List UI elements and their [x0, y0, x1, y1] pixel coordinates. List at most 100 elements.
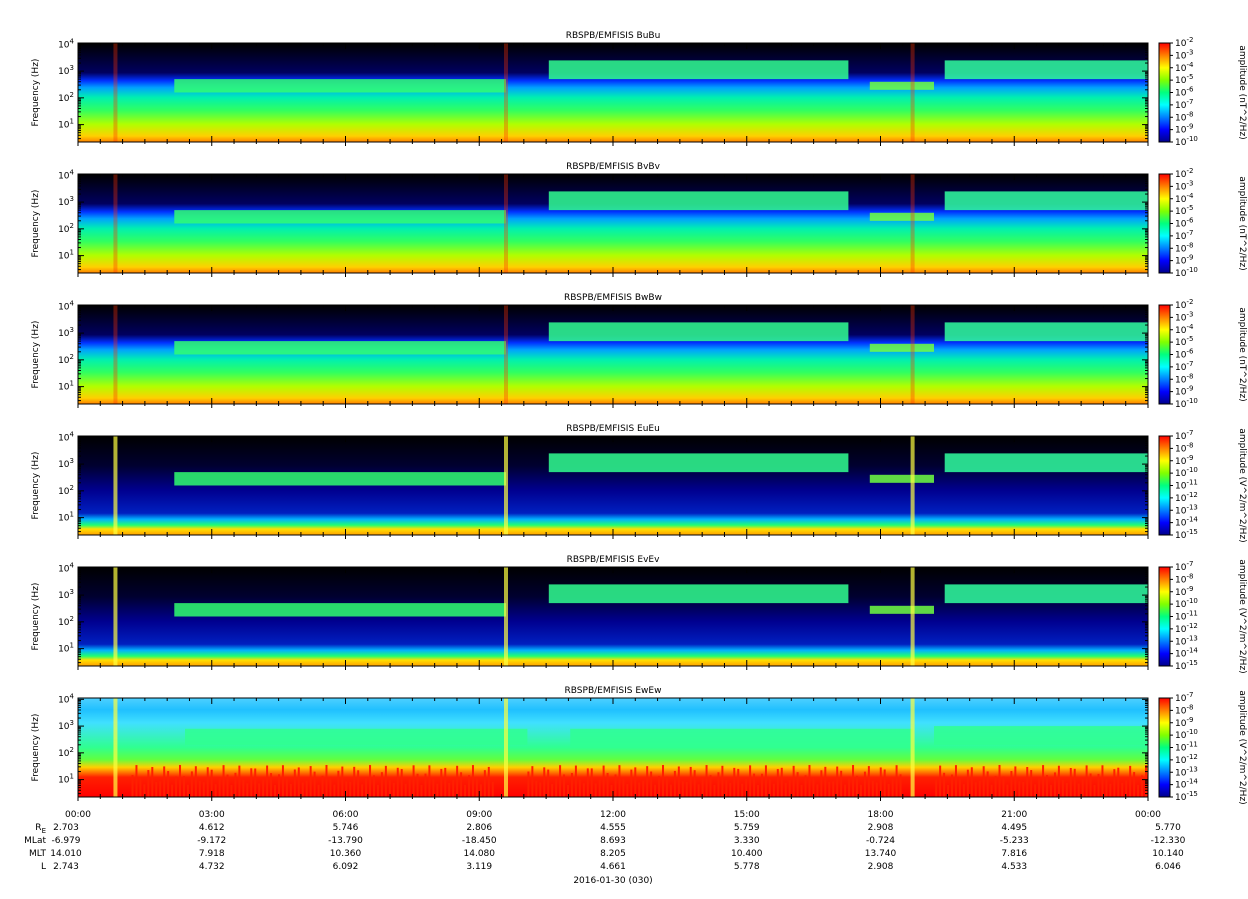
- ephemeris-value: 2.908: [868, 823, 894, 833]
- ephemeris-value: -6.979: [51, 836, 80, 846]
- spike: [891, 778, 894, 797]
- spike: [182, 776, 185, 797]
- spike: [1141, 775, 1144, 797]
- colorbar: 10-710-810-910-1010-1110-1210-1310-1410-…: [1158, 559, 1247, 674]
- ephemeris-value: 3.330: [734, 836, 760, 846]
- ephemeris-value: 4.661: [600, 862, 626, 872]
- spike: [895, 765, 898, 797]
- y-axis-label: Frequency (Hz): [31, 59, 41, 127]
- panel-title: RBSPB/EMFISIS BvBv: [566, 162, 661, 172]
- colorbar-tick-label: 10-14: [1175, 516, 1198, 529]
- spike: [863, 771, 866, 797]
- spike: [855, 775, 858, 797]
- ephemeris-value: -18.450: [462, 836, 497, 846]
- colorbar-tick-label: 10-6: [1175, 217, 1194, 230]
- wave-band: [174, 79, 507, 93]
- spike: [974, 782, 977, 797]
- colorbar-scale: [1158, 697, 1171, 798]
- spike: [665, 776, 668, 797]
- colorbar-tick-label: 10-4: [1175, 192, 1194, 205]
- ephemeris-label: L: [41, 862, 46, 872]
- colorbar-tick-label: 10-2: [1175, 36, 1193, 49]
- y-tick-label: 103: [58, 195, 74, 208]
- spike: [879, 767, 882, 797]
- x-tick-label: 00:00: [65, 810, 91, 820]
- spike: [1010, 771, 1013, 797]
- spike: [171, 784, 174, 797]
- spike: [1030, 770, 1033, 797]
- wave-band: [944, 60, 1148, 80]
- spike: [1153, 784, 1155, 797]
- wave-band: [869, 474, 934, 483]
- y-tick-label: 101: [58, 118, 74, 131]
- spike: [471, 765, 474, 797]
- spike: [190, 771, 193, 797]
- spike: [416, 773, 419, 797]
- colorbar-tick-label: 10-13: [1175, 634, 1198, 647]
- spike: [713, 784, 716, 797]
- wave-band: [174, 341, 507, 355]
- perigee-feature: [504, 174, 508, 273]
- ephemeris-label: RE: [35, 823, 46, 835]
- perigee-feature: [504, 436, 508, 535]
- spike: [428, 765, 431, 797]
- y-tick-label: 104: [58, 299, 74, 312]
- spike: [820, 770, 823, 797]
- perigee-feature: [910, 436, 915, 535]
- spike: [733, 767, 736, 797]
- panel-title: RBSPB/EMFISIS BuBu: [566, 31, 661, 41]
- wave-band: [869, 212, 934, 221]
- ephemeris-value: 7.918: [199, 849, 225, 859]
- spike: [1061, 779, 1064, 797]
- spike: [1077, 783, 1080, 797]
- spike: [808, 765, 811, 797]
- colorbar-tick-label: 10-10: [1175, 397, 1198, 410]
- colorbar-scale: [1158, 173, 1171, 274]
- spike: [555, 778, 558, 797]
- spike: [543, 767, 546, 797]
- spike: [594, 783, 597, 797]
- spike: [226, 774, 229, 797]
- colorbar-tick-label: 10-7: [1175, 560, 1193, 573]
- spike: [669, 784, 672, 797]
- ephemeris-value: 8.205: [600, 849, 626, 859]
- ephemeris-label: MLat: [24, 836, 46, 846]
- wave-band: [548, 60, 849, 80]
- spike: [673, 770, 676, 797]
- colorbar-tick-label: 10-5: [1175, 204, 1193, 217]
- panel-bw: RBSPB/EMFISIS BwBw 101 102 103 104 Frequency …: [31, 293, 1247, 410]
- spike: [697, 784, 700, 797]
- spike: [852, 765, 855, 797]
- spike: [424, 773, 427, 797]
- ephemeris-value: 2.703: [53, 823, 79, 833]
- colorbar-tick-label: 10-13: [1175, 503, 1198, 516]
- perigee-feature: [910, 567, 915, 666]
- colorbar-tick-label: 10-6: [1175, 348, 1194, 361]
- spike: [151, 767, 154, 797]
- spike: [951, 774, 954, 797]
- y-tick-label: 101: [58, 773, 74, 786]
- y-tick-label: 101: [58, 249, 74, 262]
- spike: [1069, 767, 1072, 797]
- spike: [1073, 768, 1076, 797]
- spike: [978, 780, 981, 797]
- spike: [372, 775, 375, 797]
- spike: [345, 781, 348, 797]
- spike: [274, 784, 277, 797]
- spike: [998, 765, 1001, 797]
- colorbar-label: amplitude (V^2/m^2/Hz): [1237, 428, 1247, 542]
- spike: [202, 782, 205, 797]
- y-tick-label: 104: [58, 692, 74, 705]
- colorbar-tick-label: 10-9: [1175, 123, 1193, 136]
- spike: [646, 766, 649, 797]
- spike: [800, 784, 803, 797]
- colorbar-tick-label: 10-9: [1175, 716, 1193, 729]
- colorbar: 10-710-810-910-1010-1110-1210-1310-1410-…: [1158, 690, 1247, 805]
- spike: [333, 784, 336, 797]
- spike: [729, 782, 732, 797]
- spike: [270, 773, 273, 797]
- spike: [448, 782, 451, 797]
- spike: [175, 776, 178, 797]
- spike: [309, 766, 312, 797]
- colorbar-tick-label: 10-10: [1175, 466, 1198, 479]
